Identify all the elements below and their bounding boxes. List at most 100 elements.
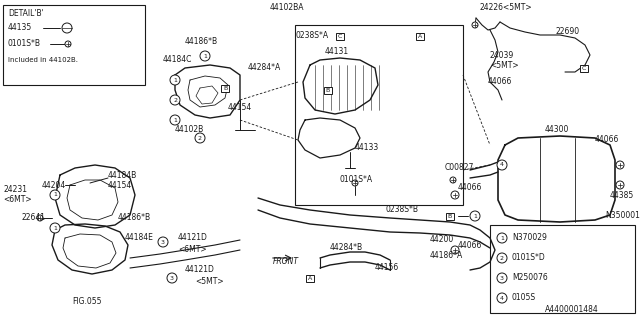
Text: C: C [338,34,342,38]
Text: A: A [418,34,422,38]
Text: 1: 1 [173,77,177,83]
Text: 0101S*D: 0101S*D [512,253,546,262]
Text: B: B [223,85,227,91]
Circle shape [50,190,60,200]
Text: B: B [448,213,452,219]
Text: A: A [308,276,312,281]
Text: 0101S*A: 0101S*A [340,175,373,185]
Text: 3: 3 [500,276,504,281]
Bar [306,275,314,282]
Text: 1: 1 [53,226,57,230]
Text: 44186*B: 44186*B [185,37,218,46]
Circle shape [170,115,180,125]
Text: 44066: 44066 [488,77,513,86]
Text: 44200: 44200 [430,236,454,244]
Circle shape [497,273,507,283]
Text: Included in 44102B.: Included in 44102B. [8,57,78,63]
Text: <6MT>: <6MT> [3,196,31,204]
Circle shape [195,133,205,143]
Circle shape [170,75,180,85]
Text: 2: 2 [173,98,177,102]
Circle shape [37,215,43,221]
Circle shape [158,237,168,247]
Text: 22641: 22641 [22,213,46,222]
Text: 1: 1 [173,117,177,123]
Text: 24226<5MT>: 24226<5MT> [480,4,532,12]
Text: 24039: 24039 [490,51,515,60]
Text: FRONT: FRONT [273,258,299,267]
Text: 1: 1 [500,236,504,241]
Text: 4: 4 [500,163,504,167]
Text: N350001: N350001 [605,211,640,220]
Text: M250076: M250076 [512,274,548,283]
Text: DETAIL'B': DETAIL'B' [8,10,44,19]
Circle shape [497,160,507,170]
Text: C: C [582,66,586,70]
Text: 44186*A: 44186*A [430,252,463,260]
Text: <5MT>: <5MT> [490,60,518,69]
Text: 44385: 44385 [610,190,634,199]
Text: 3: 3 [161,239,165,244]
Text: 44284*B: 44284*B [330,244,363,252]
Bar [324,86,332,93]
Circle shape [616,161,624,169]
Circle shape [451,246,459,254]
Text: 44154: 44154 [108,181,132,190]
Text: FIG.055: FIG.055 [72,298,102,307]
Circle shape [167,273,177,283]
Circle shape [50,223,60,233]
Bar [490,225,635,313]
Circle shape [497,233,507,243]
Text: B: B [326,87,330,92]
Bar [295,25,463,205]
Text: 44184C: 44184C [163,55,193,65]
Bar [336,33,344,39]
Text: 44300: 44300 [545,125,570,134]
Text: 44066: 44066 [458,183,483,193]
Text: <5MT>: <5MT> [195,277,223,286]
Text: 44184B: 44184B [108,171,137,180]
Text: 44133: 44133 [355,143,380,153]
Text: 2: 2 [500,255,504,260]
Circle shape [65,41,71,47]
Circle shape [497,293,507,303]
Text: 0105S: 0105S [512,293,536,302]
Text: 22690: 22690 [555,28,579,36]
Bar [416,33,424,39]
Text: 4: 4 [500,295,504,300]
Circle shape [170,95,180,105]
Text: 44284*A: 44284*A [248,63,281,73]
Text: 44184E: 44184E [125,234,154,243]
Text: 1: 1 [203,53,207,59]
Text: 44131: 44131 [325,47,349,57]
Circle shape [451,191,459,199]
Text: A4400001484: A4400001484 [545,306,599,315]
Text: C00827: C00827 [445,164,474,172]
Circle shape [472,22,478,28]
Text: 1: 1 [473,213,477,219]
Circle shape [450,177,456,183]
Circle shape [497,253,507,263]
Text: 44121D: 44121D [178,234,208,243]
Text: 0101S*B: 0101S*B [8,39,41,49]
Text: 3: 3 [170,276,174,281]
Bar [221,84,229,92]
Text: 44066: 44066 [595,135,620,145]
Text: 44186*B: 44186*B [118,213,151,222]
Bar [3,5,145,85]
Circle shape [200,51,210,61]
Text: 44102B: 44102B [175,125,204,134]
Text: 0238S*A: 0238S*A [295,30,328,39]
Text: 44204: 44204 [42,180,67,189]
Text: N370029: N370029 [512,234,547,243]
Text: 44135: 44135 [8,23,32,33]
Bar [446,212,454,220]
Text: 1: 1 [53,193,57,197]
Text: 24231: 24231 [3,186,27,195]
Circle shape [352,180,358,186]
Text: 2: 2 [198,135,202,140]
Text: 44154: 44154 [228,103,252,113]
Bar [580,65,588,71]
Text: 44156: 44156 [375,263,399,273]
Text: 44066: 44066 [458,241,483,250]
